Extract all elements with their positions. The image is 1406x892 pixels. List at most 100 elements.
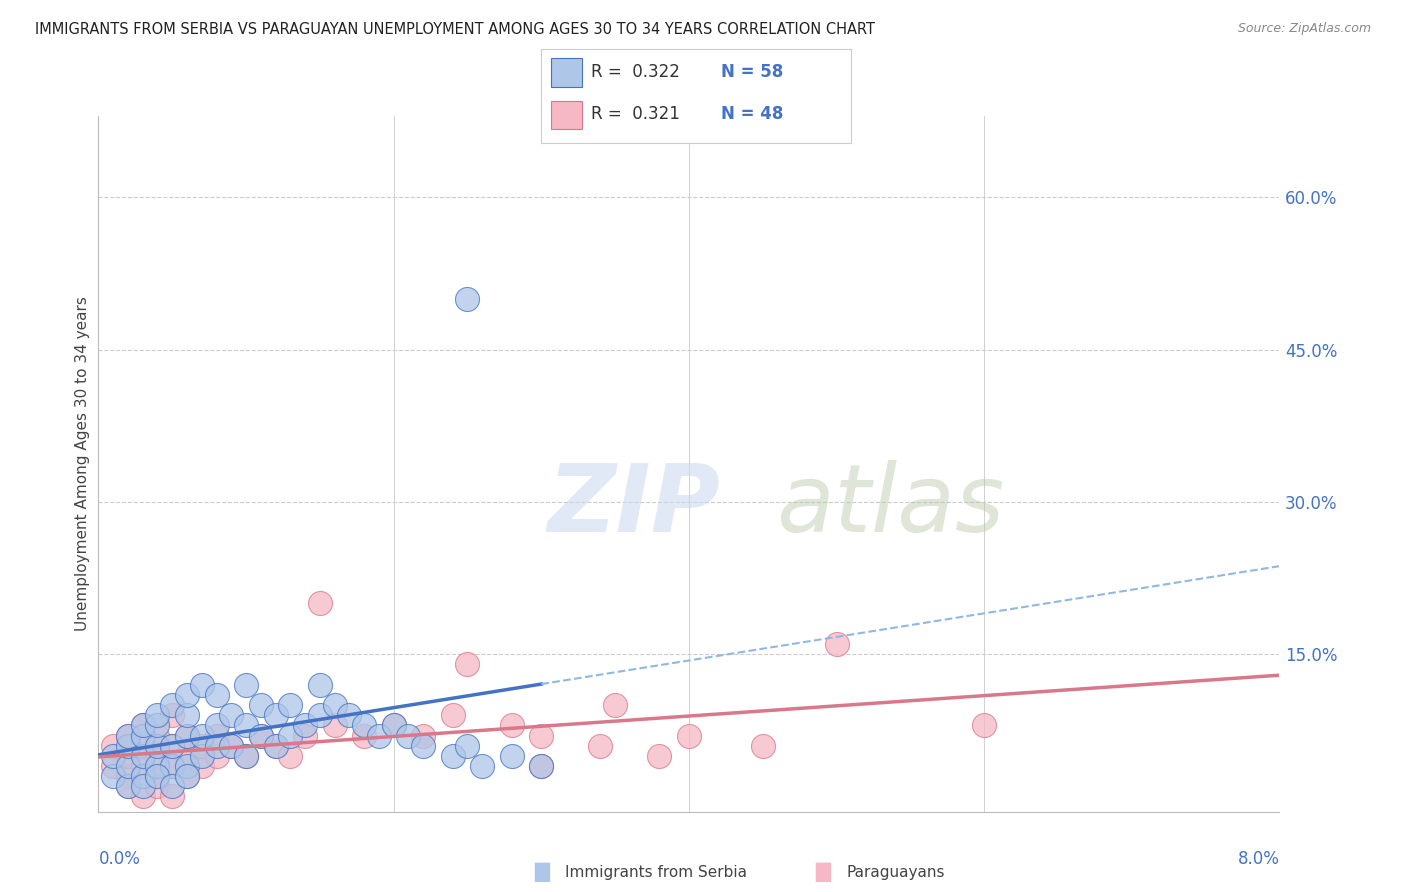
Point <box>353 718 375 732</box>
Point <box>589 739 612 753</box>
Point <box>973 718 995 732</box>
Point <box>162 739 183 753</box>
Point <box>412 739 434 753</box>
Point <box>250 729 273 743</box>
Point <box>162 739 183 753</box>
Point <box>162 708 183 723</box>
Point <box>396 729 419 743</box>
Point <box>117 748 139 763</box>
Point <box>176 729 198 743</box>
Point <box>219 739 242 753</box>
Point <box>176 708 198 723</box>
Point <box>264 739 287 753</box>
Point <box>278 729 302 743</box>
Point <box>117 729 139 743</box>
Point <box>456 292 478 306</box>
Point <box>825 637 848 651</box>
Text: ZIP: ZIP <box>547 459 720 551</box>
Point <box>278 748 302 763</box>
Point <box>117 780 139 794</box>
Point <box>176 688 198 702</box>
Point <box>235 748 257 763</box>
Point <box>146 769 169 783</box>
Point <box>132 789 155 804</box>
Point <box>382 718 405 732</box>
Point <box>132 769 155 783</box>
Point <box>132 718 155 732</box>
Point <box>456 657 478 672</box>
Point <box>471 759 494 773</box>
Point <box>412 729 434 743</box>
Text: █: █ <box>815 863 831 882</box>
Text: Immigrants from Serbia: Immigrants from Serbia <box>565 865 747 880</box>
Point <box>117 739 139 753</box>
Point <box>103 769 125 783</box>
Point <box>456 739 478 753</box>
Point <box>235 678 257 692</box>
Point <box>162 759 183 773</box>
Point <box>441 708 464 723</box>
Point <box>382 718 405 732</box>
Point <box>308 708 332 723</box>
Point <box>205 718 228 732</box>
Point <box>205 739 228 753</box>
Point <box>205 748 228 763</box>
Point <box>250 698 273 712</box>
Point <box>162 780 183 794</box>
Point <box>235 718 257 732</box>
Point <box>132 759 155 773</box>
Point <box>323 718 346 732</box>
Point <box>353 729 375 743</box>
Point <box>264 708 287 723</box>
Point <box>264 739 287 753</box>
Point <box>132 729 155 743</box>
Point <box>219 708 242 723</box>
Point <box>117 780 139 794</box>
Point <box>146 729 169 743</box>
Point <box>146 748 169 763</box>
Point <box>751 739 773 753</box>
Text: Paraguayans: Paraguayans <box>846 865 945 880</box>
Point <box>117 759 139 773</box>
Text: 0.0%: 0.0% <box>98 850 141 868</box>
Point <box>191 678 214 692</box>
Point <box>132 748 155 763</box>
Text: R =  0.322: R = 0.322 <box>591 63 679 81</box>
Point <box>648 748 671 763</box>
Point <box>530 759 553 773</box>
Point <box>337 708 360 723</box>
Point <box>132 780 155 794</box>
Point <box>605 698 627 712</box>
Text: Source: ZipAtlas.com: Source: ZipAtlas.com <box>1237 22 1371 36</box>
Point <box>191 729 214 743</box>
Point <box>103 739 125 753</box>
Point <box>191 748 214 763</box>
Point <box>146 739 169 753</box>
Point <box>294 729 316 743</box>
Point <box>146 780 169 794</box>
Point <box>103 748 125 763</box>
Bar <box>551 101 582 128</box>
Text: R =  0.321: R = 0.321 <box>591 105 679 123</box>
Point <box>235 748 257 763</box>
Point <box>308 597 332 611</box>
Point <box>441 748 464 763</box>
Text: IMMIGRANTS FROM SERBIA VS PARAGUAYAN UNEMPLOYMENT AMONG AGES 30 TO 34 YEARS CORR: IMMIGRANTS FROM SERBIA VS PARAGUAYAN UNE… <box>35 22 875 37</box>
Point <box>146 769 169 783</box>
Point <box>117 729 139 743</box>
Point <box>205 729 228 743</box>
Point <box>308 678 332 692</box>
Point <box>146 708 169 723</box>
Point <box>162 759 183 773</box>
Point <box>176 769 198 783</box>
Point <box>294 718 316 732</box>
Point <box>146 718 169 732</box>
Point <box>678 729 700 743</box>
Text: 8.0%: 8.0% <box>1237 850 1279 868</box>
Point <box>205 688 228 702</box>
Point <box>191 739 214 753</box>
Text: █: █ <box>534 863 550 882</box>
Point <box>176 759 198 773</box>
Text: N = 48: N = 48 <box>721 105 783 123</box>
Point <box>132 718 155 732</box>
